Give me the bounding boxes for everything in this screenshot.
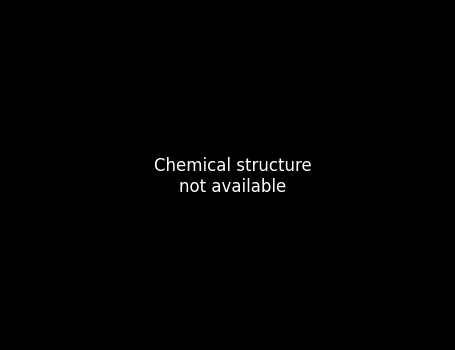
Text: Chemical structure
not available: Chemical structure not available — [154, 158, 312, 196]
